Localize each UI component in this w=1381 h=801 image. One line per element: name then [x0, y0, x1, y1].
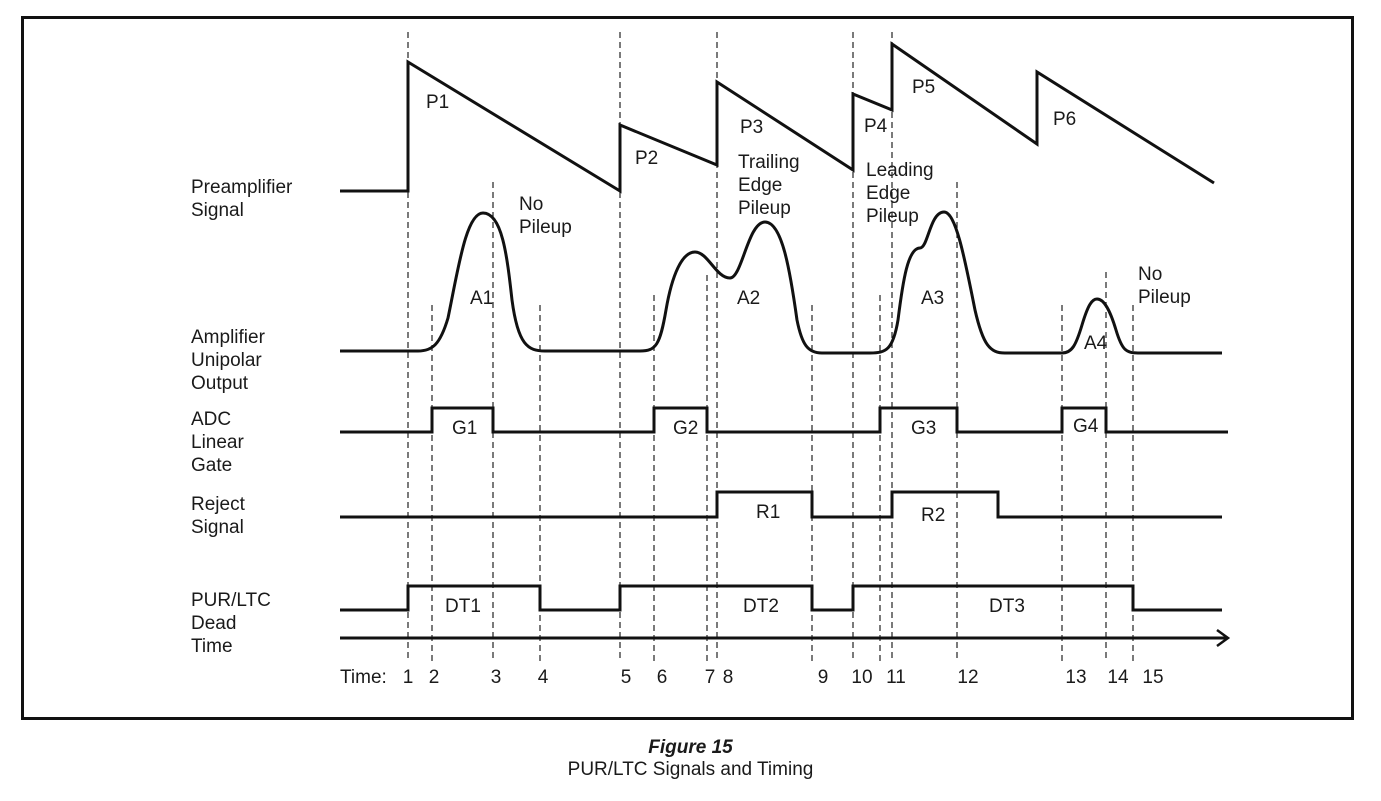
time-tick-7: 7: [705, 667, 716, 688]
row-label-reject-2: Signal: [191, 517, 244, 538]
time-tick-9: 9: [818, 667, 829, 688]
time-tick-14: 14: [1107, 667, 1129, 688]
amp-labels: A1 A2 A3 A4: [470, 288, 1108, 354]
time-axis: [340, 628, 1231, 648]
deadtime-trace: [340, 584, 1222, 612]
annotation-trailing-line3: Pileup: [738, 198, 791, 219]
row-label-preamp-1: Preamplifier: [191, 177, 293, 198]
amp-output-trace: [340, 210, 1222, 355]
row-label-gate-2: Linear: [191, 432, 244, 453]
reject-labels: R1 R2: [756, 502, 945, 526]
gate-label-g4: G4: [1073, 416, 1099, 437]
deadtime-label-dt3: DT3: [989, 596, 1025, 617]
pulse-labels: P1 P2 P3 P4 P5 P6: [426, 77, 1076, 169]
amp-label-a1: A1: [470, 288, 493, 309]
annotations: No Pileup Trailing Edge Pileup Leading E…: [519, 152, 1191, 308]
caption-title: Figure 15: [648, 737, 733, 758]
annotation-trailing-line1: Trailing: [738, 152, 800, 173]
pulse-label-p5: P5: [912, 77, 935, 98]
reject-label-r2: R2: [921, 505, 945, 526]
time-tick-15: 15: [1142, 667, 1163, 688]
gate-label-g1: G1: [452, 418, 477, 439]
pulse-label-p2: P2: [635, 148, 658, 169]
deadtime-labels: DT1 DT2 DT3: [445, 596, 1025, 617]
deadtime-label-dt1: DT1: [445, 596, 481, 617]
pulse-label-p6: P6: [1053, 109, 1076, 130]
adc-gate-trace: [340, 406, 1228, 434]
time-tick-6: 6: [657, 667, 668, 688]
row-label-gate-3: Gate: [191, 455, 232, 476]
time-tick-11: 11: [886, 667, 906, 688]
row-label-deadtime-3: Time: [191, 636, 233, 657]
reject-label-r1: R1: [756, 502, 780, 523]
pulse-label-p1: P1: [426, 92, 449, 113]
gate-label-g2: G2: [673, 418, 698, 439]
row-labels: Preamplifier Signal Amplifier Unipolar O…: [191, 177, 293, 657]
time-tick-3: 3: [491, 667, 502, 688]
time-tick-2: 2: [429, 667, 440, 688]
caption-subtitle: PUR/LTC Signals and Timing: [567, 759, 814, 780]
figure-frame: [21, 16, 1354, 720]
figure-caption: Figure 15 PUR/LTC Signals and Timing: [0, 737, 1381, 781]
time-tick-1: 1: [403, 667, 414, 688]
row-label-deadtime-1: PUR/LTC: [191, 590, 271, 611]
time-tick-10: 10: [851, 667, 872, 688]
time-tick-labels: Time: 1 2 3 4 5 6 7 8 9 10 11 12 13 14 1…: [340, 667, 1164, 688]
annotation-no-pileup-2-line2: Pileup: [1138, 287, 1191, 308]
preamp-signal-trace: [340, 41, 1215, 194]
row-label-reject-1: Reject: [191, 494, 246, 515]
row-label-deadtime-2: Dead: [191, 613, 236, 634]
annotation-leading-line2: Edge: [866, 183, 910, 204]
annotation-trailing-line2: Edge: [738, 175, 782, 196]
time-axis-prefix: Time:: [340, 667, 387, 688]
reject-signal-trace: [340, 490, 1222, 519]
amp-label-a4: A4: [1084, 333, 1108, 354]
time-tick-8: 8: [723, 667, 734, 688]
time-tick-5: 5: [621, 667, 632, 688]
gate-label-g3: G3: [911, 418, 936, 439]
row-label-preamp-2: Signal: [191, 200, 244, 221]
pulse-label-p4: P4: [864, 116, 888, 137]
time-tick-13: 13: [1065, 667, 1086, 688]
amp-label-a3: A3: [921, 288, 944, 309]
row-label-amp-2: Unipolar: [191, 350, 262, 371]
row-label-amp-1: Amplifier: [191, 327, 266, 348]
gate-labels: G1 G2 G3 G4: [452, 416, 1099, 439]
row-label-gate-1: ADC: [191, 409, 231, 430]
deadtime-label-dt2: DT2: [743, 596, 779, 617]
time-tick-4: 4: [538, 667, 549, 688]
annotation-no-pileup-2-line1: No: [1138, 264, 1162, 285]
time-tick-12: 12: [957, 667, 978, 688]
amp-label-a2: A2: [737, 288, 760, 309]
row-label-amp-3: Output: [191, 373, 249, 394]
annotation-no-pileup-1-line2: Pileup: [519, 217, 572, 238]
annotation-leading-line1: Leading: [866, 160, 934, 181]
annotation-no-pileup-1-line1: No: [519, 194, 543, 215]
annotation-leading-line3: Pileup: [866, 206, 919, 227]
pulse-label-p3: P3: [740, 117, 763, 138]
time-markers: [407, 32, 1134, 662]
